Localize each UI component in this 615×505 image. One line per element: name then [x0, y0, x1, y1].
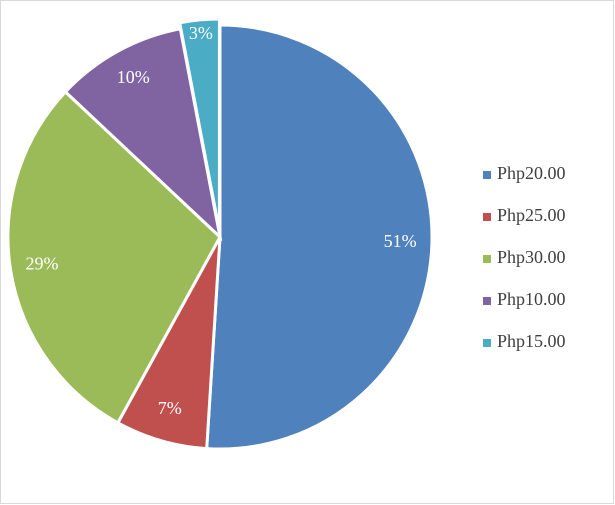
legend-marker	[483, 297, 491, 305]
data-label: 29%	[26, 253, 59, 273]
legend-marker	[483, 213, 491, 221]
pie-slice	[205, 23, 434, 451]
legend-label: Php25.00	[497, 205, 566, 225]
pie-slice	[63, 27, 223, 242]
data-label: 51%	[384, 231, 417, 251]
legend-label: Php15.00	[497, 331, 566, 351]
legend-label: Php30.00	[497, 247, 566, 267]
data-label: 3%	[189, 23, 213, 43]
legend-label: Php20.00	[497, 163, 566, 183]
legend-marker	[483, 339, 491, 347]
pie-slice	[177, 17, 221, 232]
legend-marker	[483, 171, 491, 179]
pie-slice	[6, 89, 222, 425]
data-label: 7%	[158, 398, 182, 418]
legend-marker	[483, 255, 491, 263]
legend-label: Php10.00	[497, 289, 566, 309]
data-label: 10%	[117, 67, 150, 87]
